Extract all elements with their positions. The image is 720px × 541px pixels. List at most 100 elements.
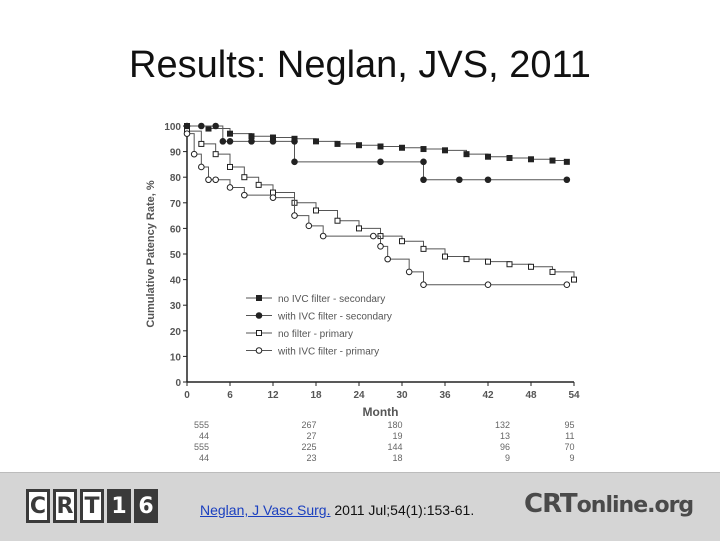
data-point xyxy=(563,281,571,289)
data-point xyxy=(241,191,248,199)
data-point xyxy=(442,147,448,154)
data-point xyxy=(205,176,212,184)
x-tick-label: 0 xyxy=(184,390,190,401)
y-tick-label: 70 xyxy=(170,199,182,210)
y-tick-label: 90 xyxy=(170,148,182,159)
risk-table-cell: 132 xyxy=(495,420,510,430)
data-point xyxy=(190,150,198,158)
data-point xyxy=(334,217,341,224)
risk-table: 555 267 180 132 95 44 27 19 13 11 555 225 144 96 70 44 2… xyxy=(194,420,575,463)
data-point xyxy=(399,238,405,245)
data-point xyxy=(227,163,233,170)
data-point xyxy=(241,174,248,181)
data-point xyxy=(248,138,255,145)
legend-label: with IVC filter - primary xyxy=(277,347,379,358)
risk-table-cell: 9 xyxy=(505,453,510,463)
legend-marker xyxy=(256,330,262,336)
data-point xyxy=(563,176,571,184)
legend-label: with IVC filter - secondary xyxy=(277,312,392,323)
data-point xyxy=(212,151,219,158)
data-point xyxy=(219,138,227,145)
y-tick-label: 40 xyxy=(170,276,182,287)
risk-table-cell: 555 xyxy=(194,442,209,452)
data-point xyxy=(420,281,427,289)
data-point xyxy=(420,146,427,153)
y-tick-label: 30 xyxy=(170,301,182,312)
citation-link[interactable]: Neglan, J Vasc Surg. xyxy=(200,502,331,518)
crtonline-logo-main: CRT xyxy=(524,489,578,519)
data-point xyxy=(226,138,234,145)
data-point xyxy=(528,156,534,163)
series-2 xyxy=(183,122,571,184)
slide-title: Results: Neglan, JVS, 2011 xyxy=(129,44,591,86)
data-point xyxy=(370,232,377,240)
crt-logo-letter: T xyxy=(80,489,104,523)
citation-text: 2011 Jul;54(1):153-61. xyxy=(330,502,475,518)
crtonline-logo-rest: online.org xyxy=(576,493,695,518)
x-tick-label: 18 xyxy=(310,390,322,401)
risk-table-cell: 70 xyxy=(564,442,574,452)
legend-marker xyxy=(255,347,263,354)
crt-logo-letter: 6 xyxy=(134,489,158,523)
data-point xyxy=(248,133,255,140)
crt-logo-letter: R xyxy=(53,489,77,523)
data-point xyxy=(226,184,234,191)
crt-logo-letter: C xyxy=(26,489,50,523)
data-point xyxy=(269,138,277,145)
data-point xyxy=(484,176,492,184)
legend-marker xyxy=(255,312,263,319)
x-tick-label: 42 xyxy=(482,390,494,401)
risk-table-cell: 13 xyxy=(500,431,510,441)
x-axis-label: Month xyxy=(363,405,399,419)
data-point xyxy=(334,140,341,147)
data-point xyxy=(484,281,492,289)
data-point xyxy=(442,253,448,260)
risk-table-cell: 96 xyxy=(500,442,510,452)
risk-table-cell: 27 xyxy=(306,431,316,441)
data-point xyxy=(506,155,513,161)
data-point xyxy=(563,158,570,165)
data-point xyxy=(313,138,319,145)
risk-table-cell: 18 xyxy=(392,453,402,463)
data-point xyxy=(377,243,384,250)
data-point xyxy=(198,163,205,171)
data-point xyxy=(463,256,470,263)
data-point xyxy=(463,151,470,158)
data-point xyxy=(313,207,319,214)
y-tick-label: 100 xyxy=(164,122,181,133)
x-tick-label: 54 xyxy=(568,390,580,401)
y-tick-label: 10 xyxy=(170,352,182,363)
risk-table-cell: 44 xyxy=(199,453,209,463)
chart-series xyxy=(183,122,577,289)
data-point xyxy=(528,263,534,270)
risk-table-cell: 180 xyxy=(387,420,402,430)
data-point xyxy=(205,125,212,132)
series-4 xyxy=(183,130,571,289)
data-point xyxy=(456,176,463,184)
citation: Neglan, J Vasc Surg. 2011 Jul;54(1):153-… xyxy=(200,502,474,518)
data-point xyxy=(291,212,298,219)
chart-axes: 0 10 20 30 40 50 60 70 80 90 100 0 6 12 18 24 30 36 42 48 54… xyxy=(145,122,580,419)
data-point xyxy=(198,140,205,147)
y-tick-label: 20 xyxy=(170,327,182,338)
data-point xyxy=(183,122,191,130)
data-point xyxy=(356,225,362,232)
risk-table-cell: 19 xyxy=(392,431,402,441)
y-tick-label: 80 xyxy=(170,173,182,184)
series-line xyxy=(187,125,567,181)
x-tick-label: 24 xyxy=(353,390,365,401)
x-tick-label: 48 xyxy=(525,390,537,401)
chart-legend: no IVC filter - secondary with IVC filter… xyxy=(246,294,392,358)
data-point xyxy=(291,158,298,166)
risk-table-cell: 23 xyxy=(306,453,316,463)
risk-table-cell: 267 xyxy=(301,420,316,430)
risk-table-cell: 95 xyxy=(564,420,574,430)
risk-table-cell: 44 xyxy=(199,431,209,441)
x-tick-label: 6 xyxy=(227,390,233,401)
data-point xyxy=(420,158,427,166)
data-point xyxy=(270,189,276,196)
data-point xyxy=(506,261,513,268)
y-tick-label: 0 xyxy=(175,378,181,389)
y-axis-label: Cumulative Patency Rate, % xyxy=(145,180,157,328)
data-point xyxy=(305,222,313,230)
